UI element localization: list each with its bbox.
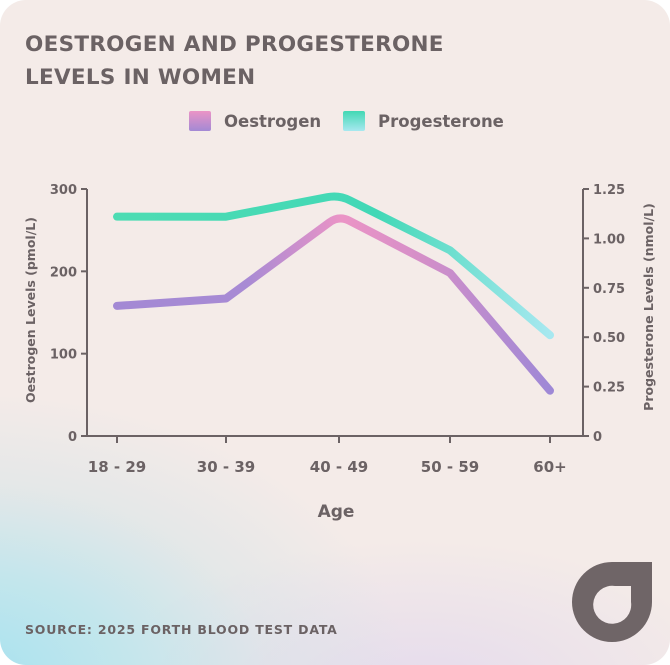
y-tick-label-right: 1.00 — [593, 232, 625, 247]
x-ticks: 18 - 29 30 - 39 40 - 49 50 - 59 60+ — [88, 436, 567, 476]
x-tick-label: 60+ — [533, 458, 566, 476]
y-axis-title-left: Oestrogen Levels (pmol/L) — [23, 217, 38, 403]
y-tick-label-right: 0 — [593, 430, 602, 445]
x-tick-label: 30 - 39 — [197, 458, 255, 476]
x-tick-label: 18 - 29 — [88, 458, 146, 476]
x-axis-title: Age — [318, 502, 355, 522]
legend-label-progesterone: Progesterone — [378, 112, 504, 131]
y-tick-label-right: 0.75 — [593, 282, 625, 297]
x-tick-label: 50 - 59 — [421, 458, 479, 476]
y-tick-label-right: 1.25 — [593, 183, 625, 198]
legend-swatch-progesterone — [343, 111, 365, 131]
y-tick-label-left: 0 — [68, 430, 77, 445]
source-note: SOURCE: 2025 FORTH BLOOD TEST DATA — [25, 622, 338, 637]
y-ticks-left: 0 100 200 300 — [50, 183, 87, 445]
y-tick-label-right: 0.50 — [593, 331, 625, 346]
x-tick-label: 40 - 49 — [310, 458, 368, 476]
y-tick-label-right: 0.25 — [593, 381, 625, 396]
series-line-oestrogen — [113, 214, 554, 395]
series-line-progesterone — [113, 192, 554, 340]
y-tick-label-left: 300 — [50, 183, 77, 198]
legend-label-oestrogen: Oestrogen — [224, 112, 321, 131]
chart-title: OESTROGEN AND PROGESTERONE LEVELS IN WOM… — [25, 32, 444, 90]
legend-swatch-oestrogen — [189, 111, 211, 131]
legend: Oestrogen Progesterone — [189, 111, 504, 131]
y-ticks-right: 0 0.25 0.50 0.75 1.00 1.25 — [583, 183, 625, 445]
y-tick-label-left: 100 — [50, 348, 77, 363]
y-axis-title-right: Progesterone Levels (nmol/L) — [641, 203, 656, 411]
brand-logo-icon — [572, 562, 652, 642]
y-tick-label-left: 200 — [50, 265, 77, 280]
